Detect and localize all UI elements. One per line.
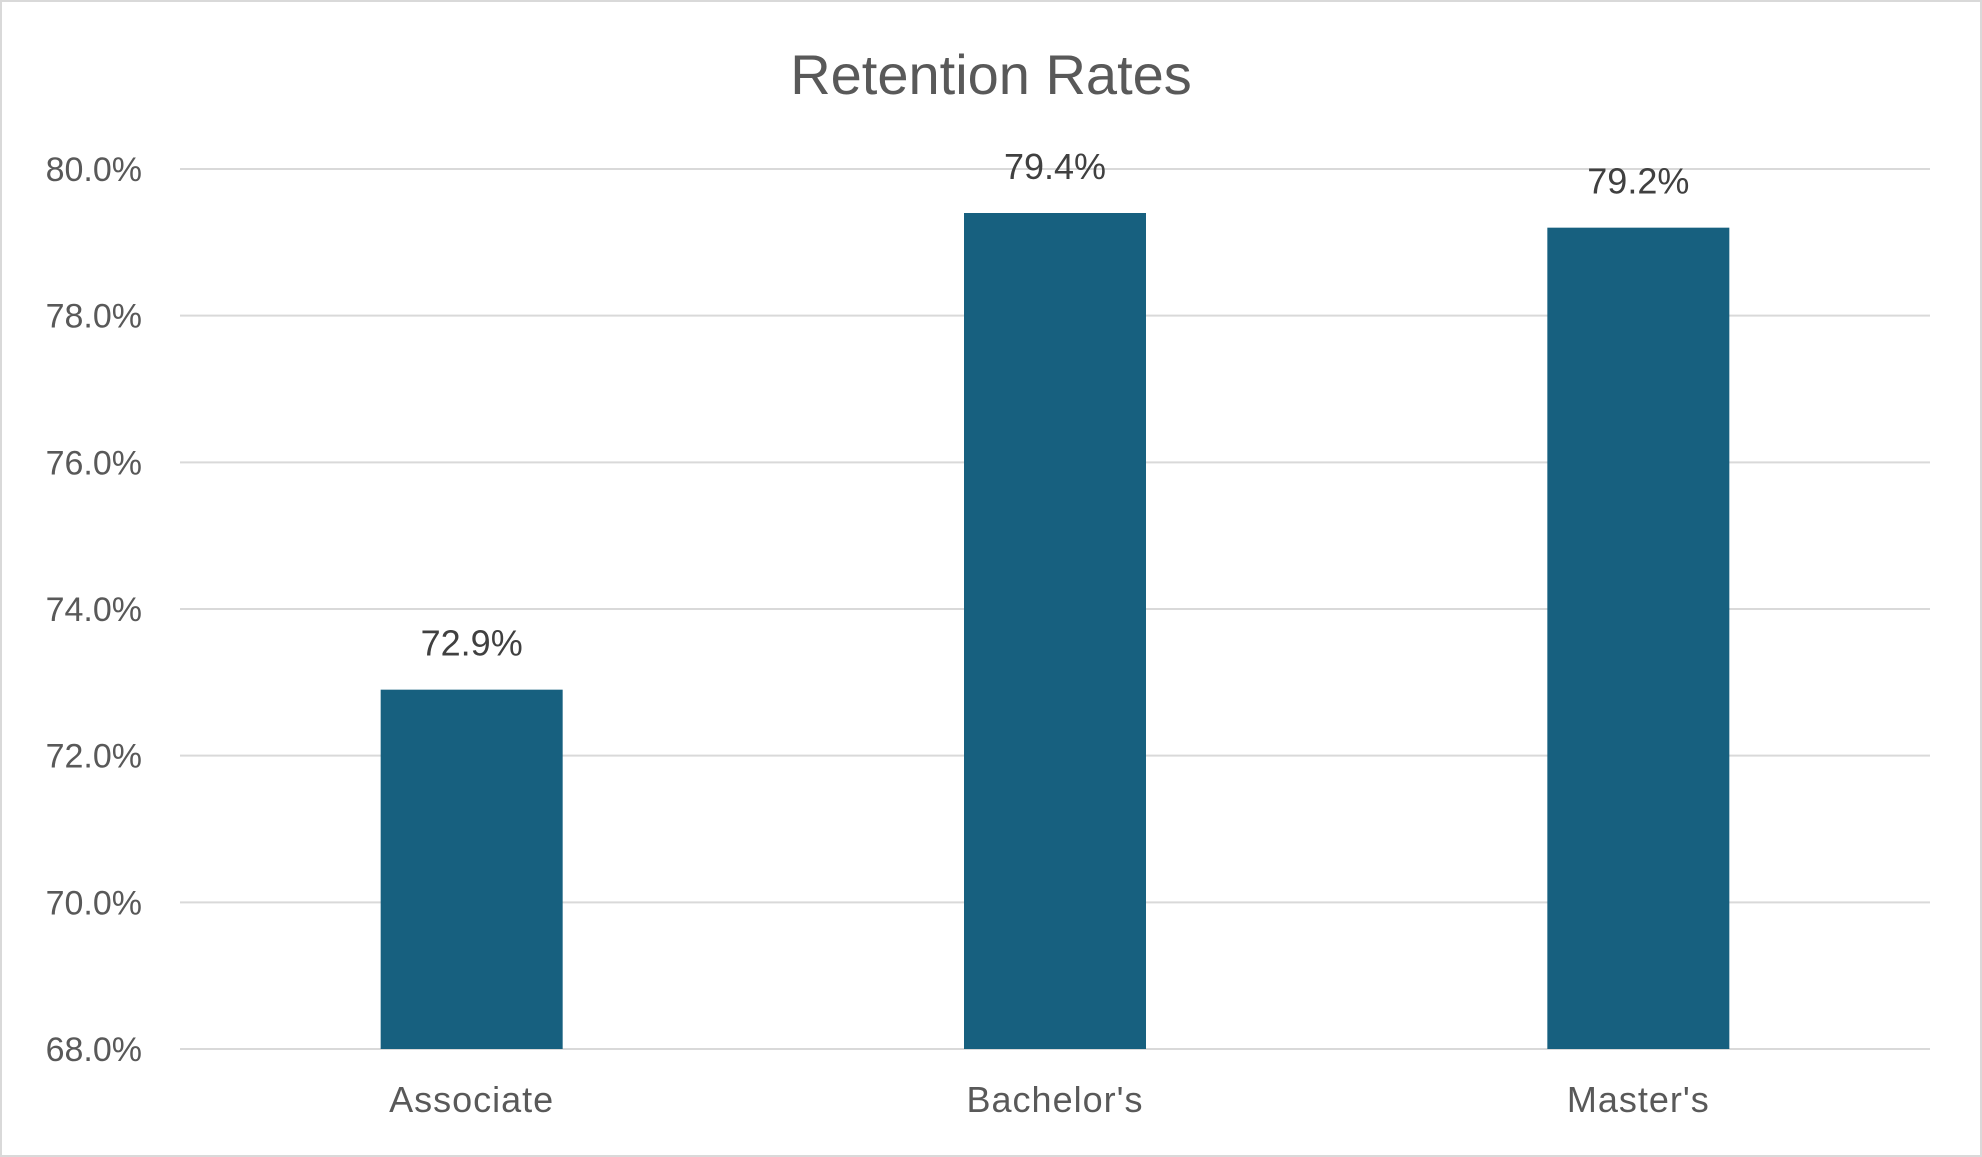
bar (1547, 228, 1729, 1049)
category-label: Master's (1567, 1079, 1710, 1120)
y-tick-label: 76.0% (46, 444, 142, 482)
bars (381, 213, 1730, 1049)
y-tick-label: 74.0% (46, 591, 142, 629)
bar (964, 213, 1146, 1049)
y-tick-label: 70.0% (46, 884, 142, 922)
y-tick-label: 78.0% (46, 298, 142, 336)
data-label: 72.9% (421, 623, 523, 664)
y-tick-label: 80.0% (46, 151, 142, 189)
y-axis-tick-labels: 68.0% 70.0% 72.0% 74.0% 76.0% 78.0% 80.0% (46, 151, 142, 1069)
chart-title: Retention Rates (790, 43, 1192, 106)
category-label: Bachelor's (967, 1079, 1144, 1120)
category-label: Associate (389, 1079, 554, 1120)
data-label: 79.4% (1004, 146, 1106, 187)
bar (381, 690, 563, 1049)
y-tick-label: 68.0% (46, 1031, 142, 1069)
x-axis-category-labels: Associate Bachelor's Master's (389, 1079, 1710, 1120)
y-tick-label: 72.0% (46, 738, 142, 776)
data-label: 79.2% (1587, 161, 1689, 202)
